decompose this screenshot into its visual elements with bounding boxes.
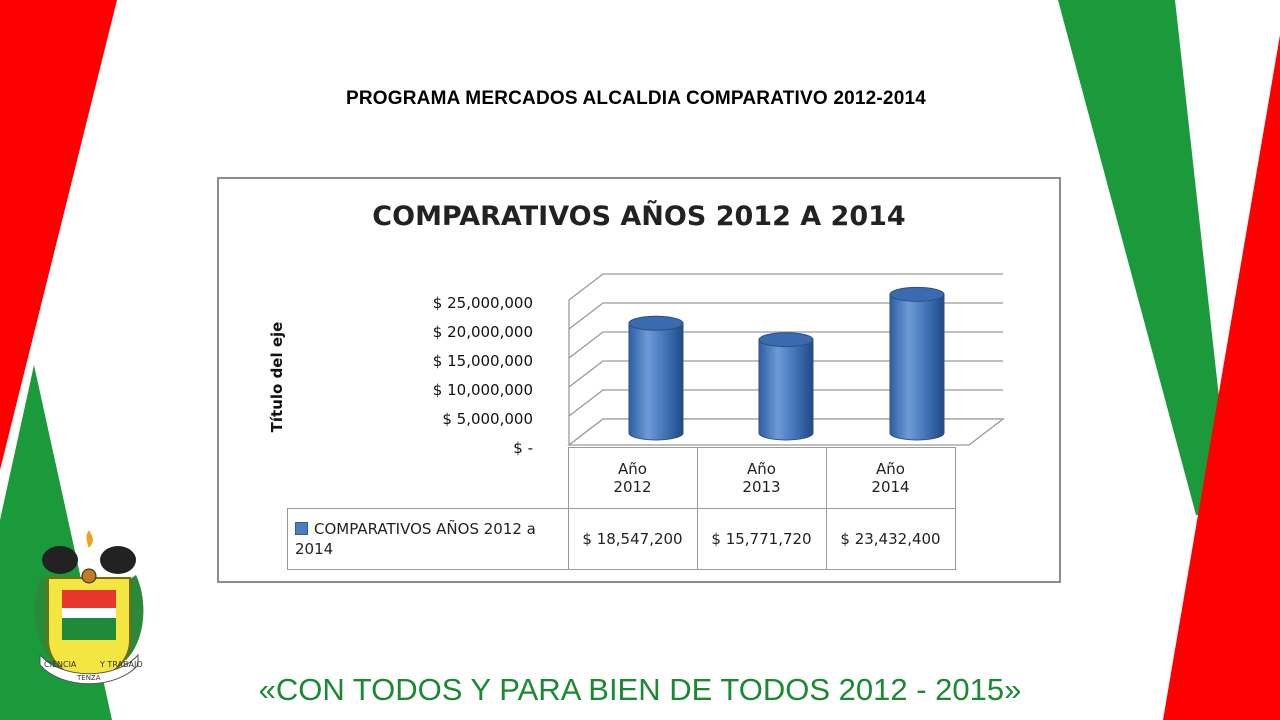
- gridline: [568, 389, 1003, 417]
- bar-cylinder-1: [628, 315, 684, 441]
- left-red-band: [0, 0, 117, 470]
- category-label: Año: [618, 460, 647, 478]
- y-tick-label: $ 15,000,000: [432, 352, 533, 370]
- slide-footer-slogan: «CON TODOS Y PARA BIEN DE TODOS 2012 - 2…: [258, 672, 1022, 707]
- bar-top: [628, 315, 684, 331]
- gridline: [568, 360, 1003, 388]
- legend-swatch-icon: [295, 522, 308, 535]
- category-year: 2012: [613, 478, 652, 496]
- value-cell: $ 23,432,400: [825, 508, 956, 570]
- y-tick-label: $ 20,000,000: [432, 323, 533, 341]
- value-cell: $ 15,771,720: [696, 508, 827, 570]
- category-label: Año: [747, 460, 776, 478]
- category-cell: Año 2012: [567, 447, 698, 509]
- bar-body: [628, 322, 684, 441]
- table-header-row: Año 2012 Año 2013 Año 2014: [288, 447, 956, 509]
- category-year: 2013: [742, 478, 781, 496]
- chart-plot-area: [567, 273, 1005, 446]
- right-red-band: [1163, 35, 1280, 720]
- chart-data-table: Año 2012 Año 2013 Año 2014 COMPARATIVOS …: [287, 447, 956, 570]
- series-name: COMPARATIVOS AÑOS 2012 a 2014: [295, 520, 536, 558]
- y-tick-label: $ 5,000,000: [442, 410, 533, 428]
- slide-title: PROGRAMA MERCADOS ALCALDIA COMPARATIVO 2…: [345, 88, 927, 109]
- bar-top: [758, 332, 814, 348]
- table-corner-cell: [288, 448, 569, 509]
- coat-of-arms-logo: CIENCIA Y TRABAJO TENZA: [34, 530, 144, 685]
- logo-bottom-text: TENZA: [76, 674, 101, 682]
- bar-body: [889, 293, 945, 441]
- y-tick-label: $ 10,000,000: [432, 381, 533, 399]
- y-tick-label: $ 25,000,000: [432, 294, 533, 312]
- category-cell: Año 2013: [696, 447, 827, 509]
- bar-cylinder-3: [889, 286, 945, 441]
- logo-motto-left: CIENCIA: [44, 660, 77, 669]
- series-legend-cell: COMPARATIVOS AÑOS 2012 a 2014: [287, 508, 569, 570]
- category-year: 2014: [871, 478, 910, 496]
- category-cell: Año 2014: [825, 447, 956, 509]
- gridline: [568, 331, 1003, 359]
- chart-frame: COMPARATIVOS AÑOS 2012 A 2014 Título del…: [217, 177, 1061, 583]
- logo-motto-right: Y TRABAJO: [99, 660, 143, 669]
- bar-cylinder-2: [758, 332, 814, 441]
- bar-body: [758, 339, 814, 441]
- value-cell: $ 18,547,200: [567, 508, 698, 570]
- bar-top: [889, 286, 945, 302]
- table-value-row: COMPARATIVOS AÑOS 2012 a 2014 $ 18,547,2…: [287, 508, 956, 570]
- gridline: [568, 302, 1003, 330]
- chart-title: COMPARATIVOS AÑOS 2012 A 2014: [372, 201, 906, 232]
- gridline: [568, 273, 1003, 301]
- y-tick-label: $ -: [513, 439, 533, 457]
- category-label: Año: [876, 460, 905, 478]
- right-green-band: [1058, 0, 1232, 515]
